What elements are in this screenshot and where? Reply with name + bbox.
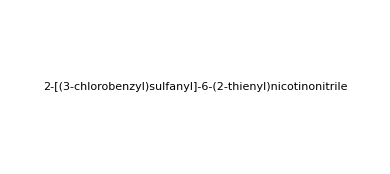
Text: 2-[(3-chlorobenzyl)sulfanyl]-6-(2-thienyl)nicotinonitrile: 2-[(3-chlorobenzyl)sulfanyl]-6-(2-thieny… bbox=[43, 82, 347, 92]
